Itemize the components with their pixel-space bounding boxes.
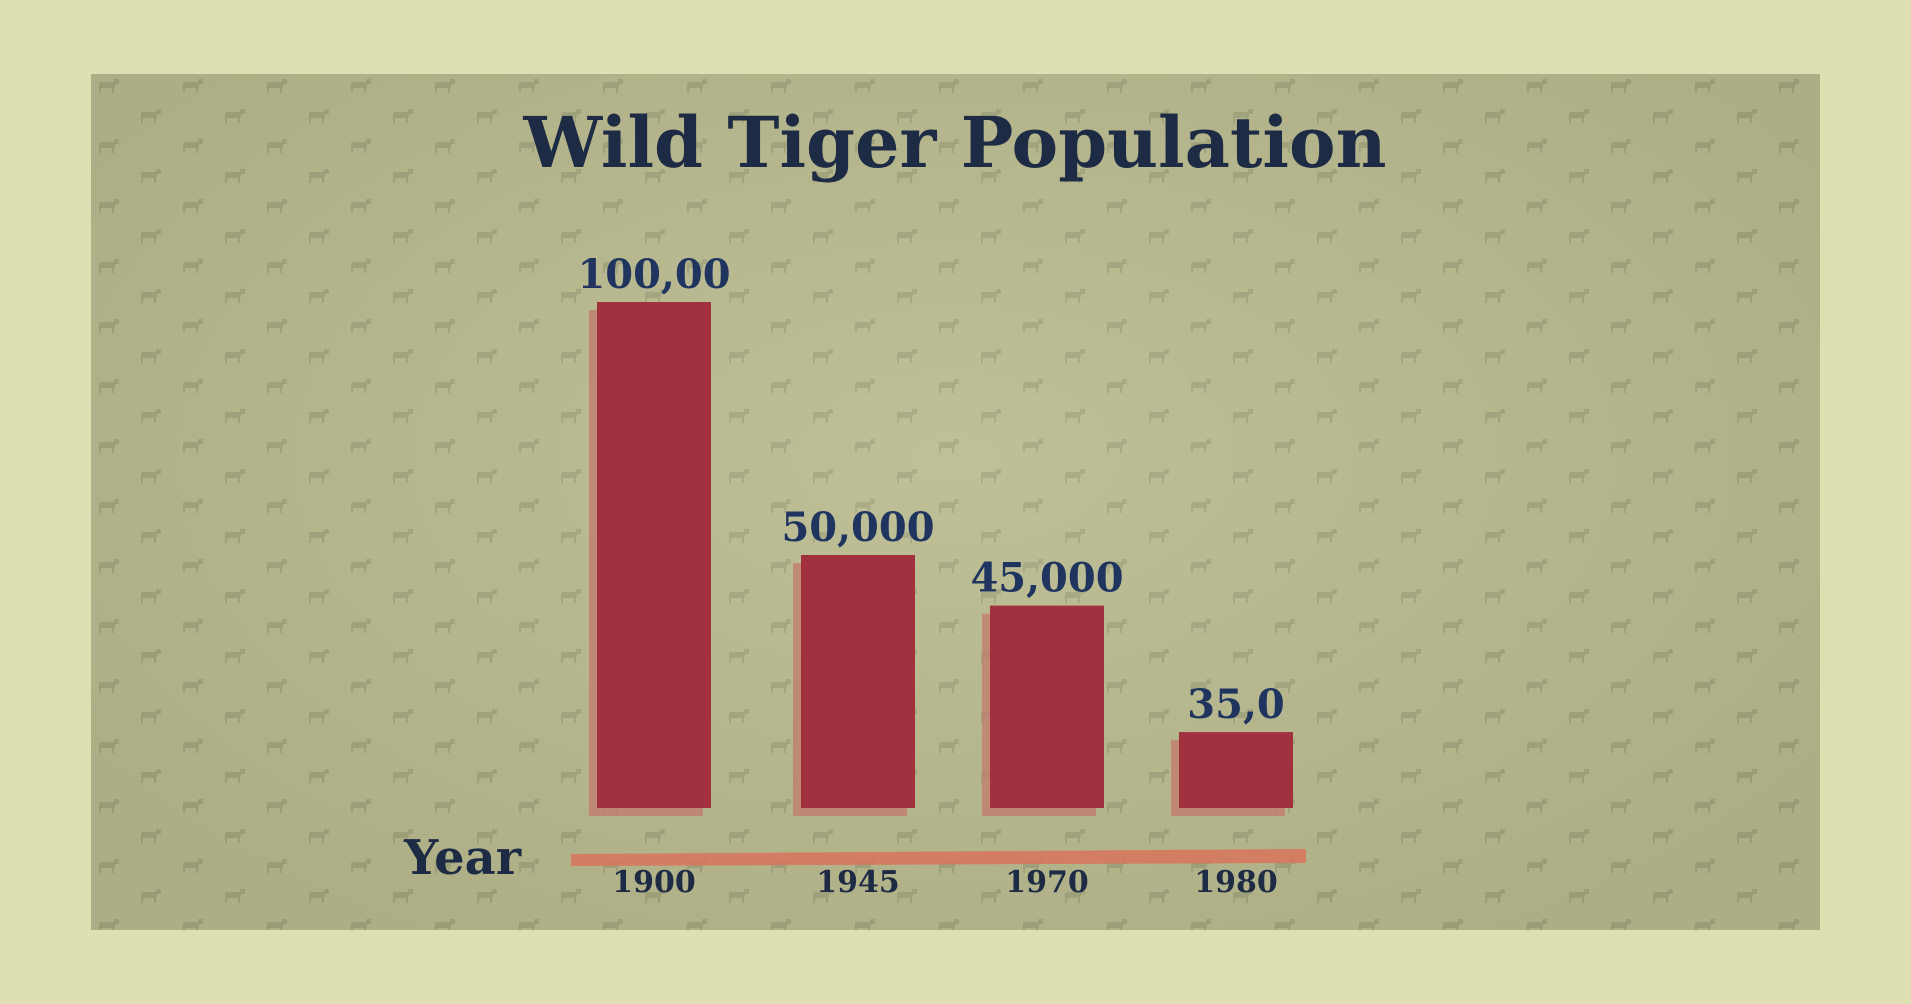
chart-svg: Wild Tiger Population Year 100,00 1900 50,… [403, 101, 1387, 900]
x-axis-line [571, 849, 1306, 866]
chart-title: Wild Tiger Population [522, 101, 1386, 184]
value-label-1945: 50,000 [781, 504, 934, 551]
x-axis-title: Year [403, 830, 522, 886]
bar-1980 [1179, 732, 1293, 808]
bar-1970 [990, 605, 1104, 808]
x-tick-label-1900: 1900 [612, 865, 696, 900]
chart-poster: Wild Tiger Population Year 100,00 1900 50,… [91, 74, 1820, 930]
bars-layer: 100,00 1900 50,000 1945 45,000 1970 35,0 1980 [571, 251, 1306, 900]
value-label-1980: 35,0 [1187, 681, 1284, 728]
bar-1945 [801, 555, 915, 808]
x-tick-label-1945: 1945 [816, 865, 900, 900]
value-label-1970: 45,000 [970, 555, 1123, 602]
x-tick-label-1970: 1970 [1005, 865, 1089, 900]
x-tick-label-1980: 1980 [1194, 865, 1278, 900]
value-label-1900: 100,00 [577, 251, 730, 298]
bar-1900 [597, 302, 711, 808]
